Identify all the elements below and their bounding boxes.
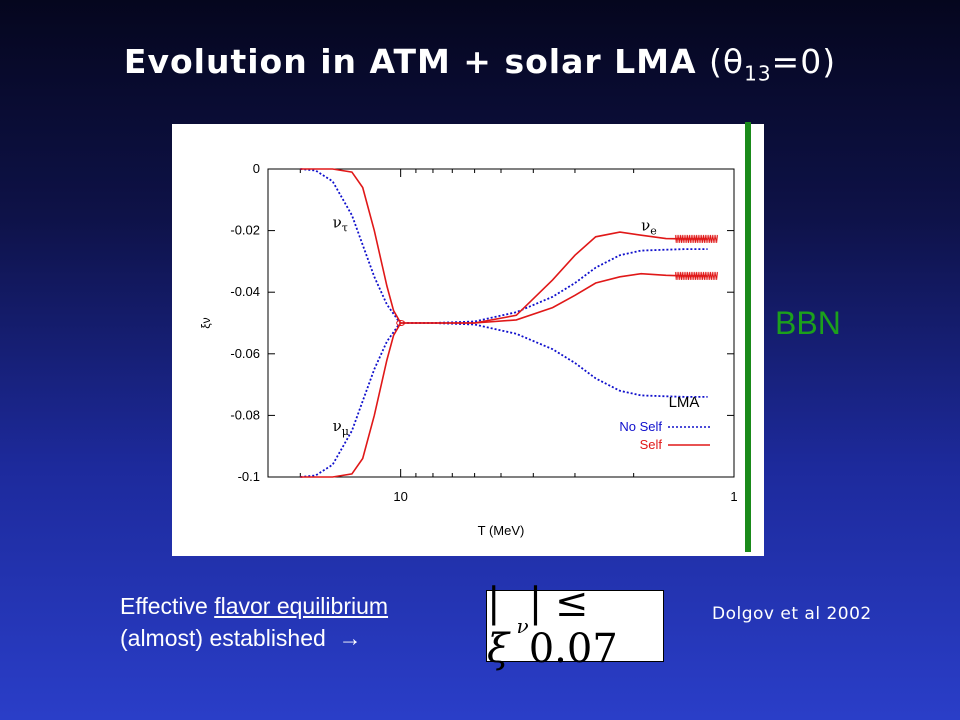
series-line-self-3: [300, 231, 708, 478]
series-line-no-self-1: [300, 322, 708, 478]
legend-label: No Self: [619, 419, 662, 434]
bbn-marker-line: [745, 122, 751, 552]
title-theta-sub: 13: [744, 61, 772, 86]
title-main: Evolution in ATM + solar LMA: [123, 42, 697, 81]
series-line-no-self-0: [300, 168, 708, 324]
y-tick-label: -0.06: [230, 346, 260, 361]
legend-title: LMA: [669, 394, 700, 411]
legend-label: Self: [640, 437, 663, 452]
series-line-self-2: [300, 168, 708, 324]
arrow-icon: →: [338, 625, 362, 651]
oscillation-band-0: [674, 234, 718, 243]
evolution-chart: 0 -0.02 -0.04 -0.06 -0.08 -0.1 10 1 T (MeV) ξν ντ ν…: [199, 161, 738, 538]
curve-label: νe: [641, 217, 657, 238]
x-tick-label: 10: [393, 489, 407, 504]
formula-sub: ν: [516, 614, 529, 638]
caption-line-2: (almost) established →: [120, 622, 388, 654]
oscillation-band-1: [674, 271, 718, 280]
y-axis-label: ξν: [199, 317, 213, 328]
curve-label: νμ: [333, 417, 349, 438]
title-theta-eq: =0: [771, 42, 823, 81]
y-tick-label: -0.04: [230, 284, 260, 299]
formula-box: |ξ ν | ≤ 0.07: [486, 580, 664, 672]
formula-rhs: | ≤ 0.07: [528, 580, 618, 672]
title-theta-group: (θ13=0): [709, 42, 837, 86]
x-tick-label: 1: [730, 489, 737, 504]
y-tick-label: -0.1: [238, 469, 260, 484]
bbn-label: BBN: [775, 305, 841, 341]
x-axis-label: T (MeV): [478, 523, 525, 538]
caption: Effective flavor equilibrium (almost) es…: [120, 590, 388, 654]
y-tick-label: 0: [253, 161, 260, 176]
convergence-marker: [396, 320, 406, 326]
formula-lhs: |ξ: [487, 580, 510, 672]
curve-label: ντ: [333, 214, 348, 235]
citation: Dolgov et al 2002: [712, 604, 872, 624]
caption-underlined: flavor equilibrium: [214, 593, 389, 619]
caption-prefix: Effective: [120, 593, 215, 619]
caption-line-1: Effective flavor equilibrium: [120, 590, 388, 622]
chart-panel: 0 -0.02 -0.04 -0.06 -0.08 -0.1 10 1 T (MeV) ξν ντ ν…: [172, 124, 764, 556]
slide-title: Evolution in ATM + solar LMA (θ13=0): [0, 42, 960, 86]
caption-line2-text: (almost) established: [120, 625, 326, 651]
y-tick-label: -0.02: [230, 223, 260, 238]
y-tick-label: -0.08: [230, 407, 260, 422]
title-theta: θ: [722, 42, 745, 81]
